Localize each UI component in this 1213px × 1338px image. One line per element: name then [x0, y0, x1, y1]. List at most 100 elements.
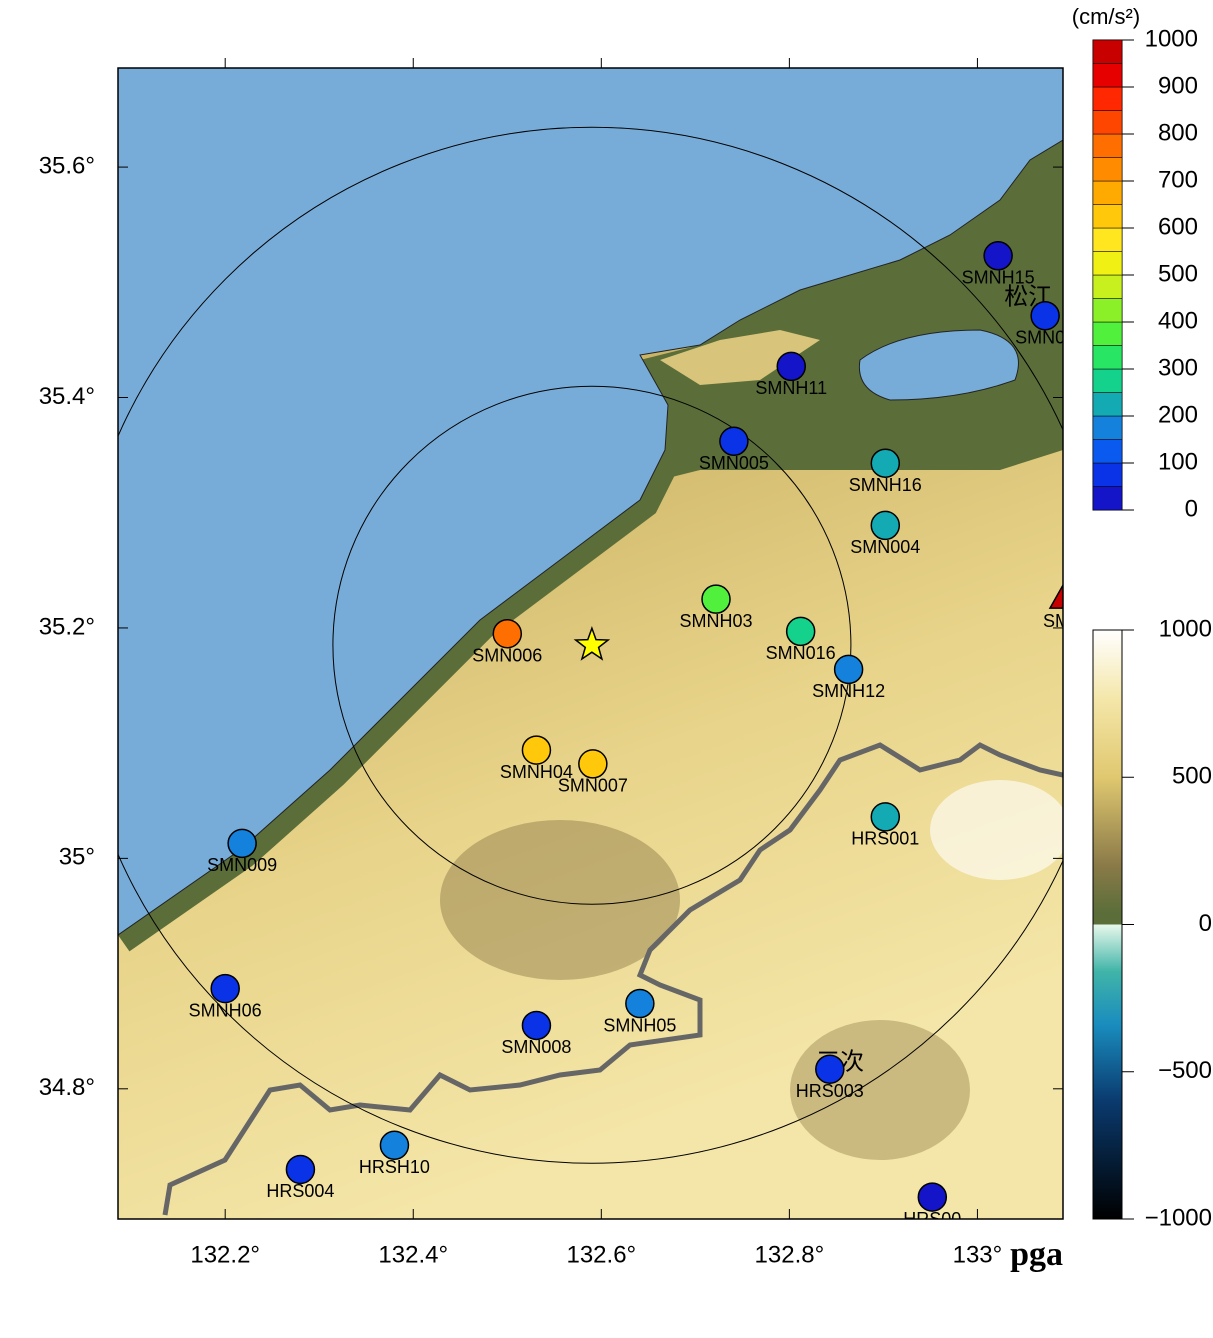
x-tick-label: 132.8° — [755, 1241, 825, 1268]
stations-layer: 松江三次SMNH15SMN00SMNH11SMN005SMNH16SMN004S… — [118, 126, 1083, 1229]
colorbar-band — [1092, 204, 1123, 229]
station-marker — [870, 448, 901, 478]
station-marker — [578, 749, 608, 779]
station-label: SMN00 — [1015, 327, 1075, 347]
colorbar-band — [1092, 392, 1123, 417]
station-marker — [776, 351, 807, 382]
station-marker — [227, 828, 257, 859]
station-marker — [625, 988, 655, 1019]
y-tick-label: 35° — [59, 844, 95, 871]
colorbar-tick-label: 0 — [1185, 495, 1198, 522]
colorbar-band — [1092, 298, 1123, 323]
colorbar-band — [1092, 157, 1123, 182]
station-label: SMNH11 — [755, 378, 827, 398]
colorbar-tick-label: 600 — [1158, 213, 1198, 240]
colorbar-band — [1092, 251, 1123, 276]
colorbar-tick-label: 700 — [1158, 166, 1198, 193]
station-marker — [379, 1130, 410, 1161]
terrain-shade — [440, 820, 680, 980]
x-tick-label: 132.2° — [190, 1241, 260, 1268]
station-marker — [521, 735, 552, 765]
colorbar-band — [1092, 321, 1123, 346]
station-marker — [870, 802, 901, 832]
station-marker — [701, 584, 731, 614]
colorbars: 0 100 200 300 400 500 600 700 800 900 1000 −1000 −50… — [1092, 25, 1212, 1231]
colorbar-band — [1092, 439, 1123, 464]
colorbar-tick-label: 200 — [1158, 401, 1198, 428]
station-label: HRS003 — [796, 1081, 864, 1101]
station-label: SMNH04 — [500, 762, 573, 782]
terrain-shade — [790, 1020, 970, 1160]
colorbar-tick-label: 1000 — [1159, 615, 1212, 642]
station-label: HRSH10 — [359, 1157, 430, 1177]
colorbar-tick-label: −500 — [1158, 1057, 1212, 1084]
station-marker — [492, 618, 523, 649]
map-title: pga — [1010, 1236, 1063, 1273]
station-marker — [870, 510, 901, 541]
y-tick-label: 35.2° — [39, 613, 95, 640]
colorbar-band — [1092, 345, 1123, 370]
colorbar-tick-label: 800 — [1158, 119, 1198, 146]
colorbar-band — [1092, 227, 1123, 252]
station-label: SMNH06 — [189, 1000, 262, 1020]
x-tick-label: 132.4° — [378, 1241, 448, 1268]
station-label: SMN009 — [207, 855, 277, 875]
colorbar-band — [1092, 462, 1123, 487]
plot-frame — [117, 67, 1064, 1220]
colorbar-tick-label: 500 — [1158, 260, 1198, 287]
y-tick-label: 35.6° — [39, 152, 95, 179]
distance-ring — [118, 126, 1063, 1164]
station-label: SMN006 — [472, 645, 542, 665]
colorbar-tick-label: 100 — [1158, 448, 1198, 475]
station-label: HRS00 — [903, 1209, 961, 1229]
station-marker — [785, 616, 816, 647]
colorbar-band — [1092, 368, 1123, 393]
epicenter — [573, 625, 611, 661]
station-marker — [521, 1010, 552, 1041]
station-label: HRS001 — [851, 829, 919, 849]
x-tick-label: 132.6° — [566, 1241, 636, 1268]
colorbar-band — [1092, 486, 1123, 511]
station-label: SMNH16 — [849, 475, 922, 495]
station-label: SMNH12 — [812, 681, 885, 701]
colorbar-band — [1092, 180, 1123, 205]
colorbar-unit: (cm/s²) — [1072, 4, 1140, 29]
station-marker — [719, 426, 749, 457]
colorbar-band — [1092, 415, 1123, 440]
axes: 132.2° 132.4° 132.6° 132.8° 133° 35.6° 35.4° 35… — [39, 58, 1063, 1268]
station-label: SMN007 — [558, 776, 628, 796]
colorbar-band — [1092, 110, 1123, 135]
colorbar-band — [1092, 39, 1123, 64]
colorbar-band — [1092, 274, 1123, 299]
station-marker — [285, 1154, 316, 1185]
elevation-colorbar — [1092, 629, 1123, 1220]
station-label: SMN004 — [850, 537, 920, 557]
map-layer: 松江三次SMNH15SMN00SMNH11SMN005SMNH16SMN004S… — [118, 68, 1083, 1229]
station-label: SMN — [1043, 611, 1083, 631]
station-label: SMNH15 — [962, 268, 1035, 288]
peninsula-hills — [660, 330, 820, 385]
colorbar-tick-label: 0 — [1199, 910, 1212, 937]
colorbar-tick-label: 900 — [1158, 72, 1198, 99]
colorbar-band — [1092, 133, 1123, 158]
station-marker — [983, 241, 1013, 271]
station-marker — [1048, 583, 1063, 609]
x-tick-label: 133° — [953, 1241, 1003, 1268]
y-tick-label: 35.4° — [39, 383, 95, 410]
station-marker — [833, 654, 864, 685]
colorbar-tick-label: 500 — [1172, 763, 1212, 790]
station-marker — [815, 1054, 845, 1084]
station-label: HRS004 — [266, 1181, 334, 1201]
station-label: SMN005 — [699, 453, 769, 473]
prefecture-boundary — [162, 742, 1063, 1216]
station-label: SMNH03 — [680, 611, 753, 631]
station-marker — [917, 1182, 948, 1212]
y-tick-label: 34.8° — [39, 1074, 95, 1101]
terrain-highlight — [930, 780, 1063, 880]
colorbar-tick-label: 400 — [1158, 307, 1198, 334]
station-marker — [210, 973, 240, 1004]
station-label: SMN008 — [501, 1037, 571, 1057]
lake — [858, 329, 1019, 401]
distance-ring — [332, 385, 852, 905]
